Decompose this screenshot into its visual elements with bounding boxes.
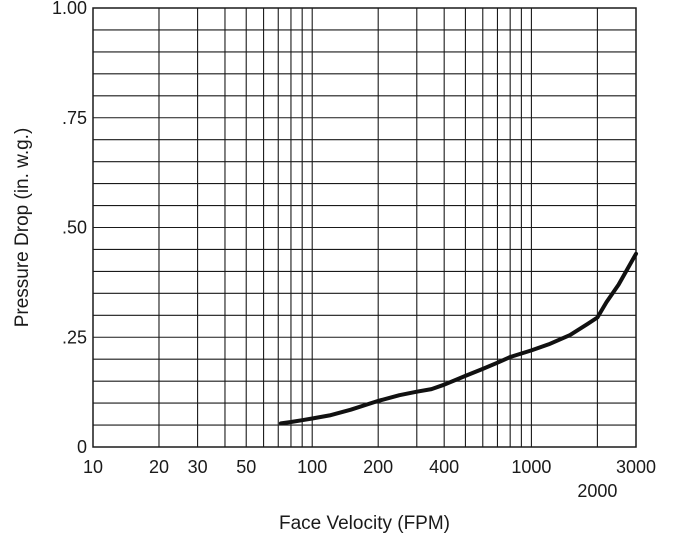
x-tick-label: 1000 [511, 457, 551, 477]
y-tick-label: .25 [62, 327, 87, 347]
x-tick-label: 50 [236, 457, 256, 477]
y-tick-label: 0 [77, 437, 87, 457]
grid [93, 8, 636, 447]
x-tick-label: 20 [149, 457, 169, 477]
y-tick-label: .50 [62, 218, 87, 238]
x-tick-label: 30 [188, 457, 208, 477]
tick-labels: 10 20 30 50 100 200 400 1000 2000 3000 0 .25 .50 .75 1… [52, 0, 656, 501]
x-axis-title: Face Velocity (FPM) [279, 513, 450, 534]
x-tick-label: 3000 [616, 457, 656, 477]
y-tick-label: 1.00 [52, 0, 87, 18]
plot-frame [92, 7, 637, 448]
x-tick-label: 10 [83, 457, 103, 477]
x-tick-label: 2000 [577, 481, 617, 501]
y-axis-title: Pressure Drop (in. w.g.) [12, 128, 33, 328]
series-line [278, 251, 638, 426]
x-tick-label: 400 [429, 457, 459, 477]
y-tick-label: .75 [62, 108, 87, 128]
x-tick-label: 200 [363, 457, 393, 477]
x-tick-label: 100 [297, 457, 327, 477]
